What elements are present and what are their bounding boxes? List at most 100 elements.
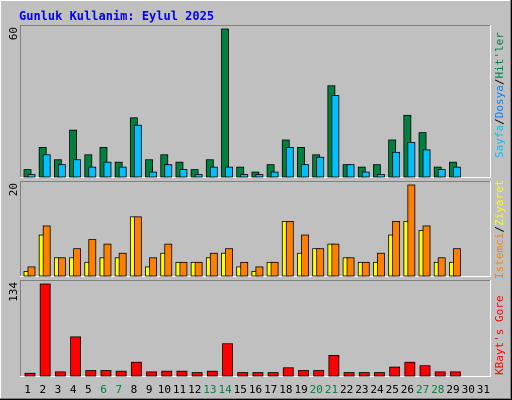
bar-sites-day-16 — [255, 266, 264, 277]
bar-sites-day-20 — [316, 248, 325, 277]
bar-sites-day-9 — [149, 257, 157, 277]
bar-files-day-12 — [194, 174, 203, 178]
bar-hits-day-15 — [236, 166, 245, 178]
bar-kbytes-day-25 — [389, 366, 401, 377]
bar-hits-day-1 — [23, 169, 32, 178]
bar-files-day-26 — [407, 142, 416, 178]
bar-sites-day-2 — [42, 225, 51, 277]
bar-sites-day-6 — [103, 243, 112, 277]
bar-hits-day-14 — [221, 28, 229, 178]
x-label-day-1: 1 — [24, 383, 31, 396]
x-label-day-19: 19 — [294, 383, 307, 396]
bar-files-day-16 — [255, 174, 264, 178]
bar-files-day-7 — [118, 166, 127, 178]
bar-sites-day-26 — [407, 184, 416, 277]
x-label-day-26: 26 — [401, 383, 414, 396]
x-label-day-7: 7 — [115, 383, 122, 396]
x-label-day-16: 16 — [249, 383, 262, 396]
bar-sites-day-1 — [27, 266, 36, 277]
bar-kbytes-day-14 — [222, 343, 233, 377]
x-label-day-6: 6 — [100, 383, 107, 396]
legend-item-3: / — [493, 79, 506, 86]
legend-item-1: / — [493, 226, 506, 233]
x-label-day-28: 28 — [431, 383, 444, 396]
bar-kbytes-day-5 — [85, 370, 97, 377]
right-legends: Sayfa/Dosya/Hit'lerIstemci/ZiyaretKBayt'… — [493, 32, 506, 375]
x-label-day-8: 8 — [131, 383, 138, 396]
x-label-day-15: 15 — [234, 383, 247, 396]
bar-kbytes-day-3 — [54, 371, 66, 377]
bar-files-day-25 — [392, 151, 401, 178]
x-label-day-11: 11 — [173, 383, 186, 396]
bar-files-day-29 — [453, 166, 461, 178]
bar-kbytes-day-8 — [130, 361, 142, 377]
legend-item-1: / — [493, 118, 506, 125]
x-label-day-29: 29 — [446, 383, 459, 396]
bar-sites-day-24 — [377, 252, 385, 277]
x-label-day-12: 12 — [188, 383, 201, 396]
bar-files-day-6 — [103, 161, 112, 178]
bar-files-day-23 — [361, 171, 370, 178]
bar-sites-day-13 — [209, 252, 218, 277]
bar-sites-day-11 — [179, 261, 188, 277]
bar-hits-day-5 — [84, 154, 93, 178]
x-label-day-21: 21 — [325, 383, 338, 396]
bar-files-day-14 — [225, 166, 233, 178]
bar-sites-day-5 — [88, 239, 97, 277]
x-label-day-25: 25 — [386, 383, 399, 396]
x-label-day-3: 3 — [55, 383, 62, 396]
x-label-day-4: 4 — [70, 383, 77, 396]
bar-files-day-24 — [377, 174, 385, 178]
x-label-day-20: 20 — [310, 383, 323, 396]
legend-item-2: Istemci — [493, 233, 506, 279]
bar-sites-day-14 — [225, 248, 233, 277]
bar-sites-day-19 — [301, 234, 309, 277]
bar-files-day-5 — [88, 166, 97, 178]
bar-sites-day-22 — [346, 257, 355, 277]
bar-kbytes-day-6 — [100, 370, 112, 377]
bar-hits-day-24 — [373, 164, 381, 178]
bar-sites-day-12 — [194, 261, 203, 277]
bar-kbytes-day-29 — [450, 371, 461, 377]
bar-kbytes-day-19 — [298, 370, 309, 377]
bar-kbytes-day-27 — [419, 365, 431, 377]
bar-sites-day-28 — [437, 257, 446, 277]
bar-sites-day-29 — [453, 248, 461, 277]
bar-files-day-4 — [73, 159, 81, 178]
x-label-day-18: 18 — [279, 383, 292, 396]
bar-files-day-28 — [437, 169, 446, 178]
bar-kbytes-day-4 — [70, 336, 81, 377]
bar-sites-day-25 — [392, 220, 401, 277]
bar-files-day-9 — [149, 171, 157, 178]
bar-files-day-17 — [270, 171, 279, 178]
panel-2-ymax-label: 20 — [7, 183, 20, 196]
bar-kbytes-day-17 — [267, 372, 279, 377]
bar-hits-day-17 — [266, 164, 275, 178]
bar-kbytes-day-28 — [434, 371, 446, 377]
chart-title: Gunluk Kullanim: Eylul 2025 — [19, 9, 214, 23]
panel-frames — [20, 25, 491, 377]
x-label-day-5: 5 — [85, 383, 92, 396]
legend-item-0: Ziyaret — [493, 180, 506, 226]
bar-kbytes-day-26 — [404, 361, 416, 377]
x-label-day-24: 24 — [370, 383, 384, 396]
bar-kbytes-day-23 — [358, 372, 370, 377]
bar-sites-day-17 — [270, 261, 279, 277]
bar-kbytes-day-20 — [313, 370, 325, 377]
bar-files-day-11 — [179, 169, 188, 178]
x-label-day-22: 22 — [340, 383, 353, 396]
bar-kbytes-day-16 — [252, 372, 264, 377]
bar-kbytes-day-15 — [237, 372, 249, 377]
bar-hits-day-9 — [145, 159, 153, 178]
x-label-day-10: 10 — [158, 383, 171, 396]
legend-hits-files-pages: Sayfa/Dosya/Hit'ler — [493, 32, 506, 158]
bar-hits-day-12 — [190, 169, 199, 178]
x-label-day-27: 27 — [416, 383, 429, 396]
bar-kbytes-day-7 — [115, 370, 127, 377]
bar-sites-day-8 — [133, 216, 142, 277]
bar-files-day-19 — [301, 164, 309, 178]
bar-kbytes-day-9 — [146, 371, 157, 377]
bar-files-day-15 — [240, 174, 249, 178]
bar-sites-day-18 — [285, 220, 294, 277]
